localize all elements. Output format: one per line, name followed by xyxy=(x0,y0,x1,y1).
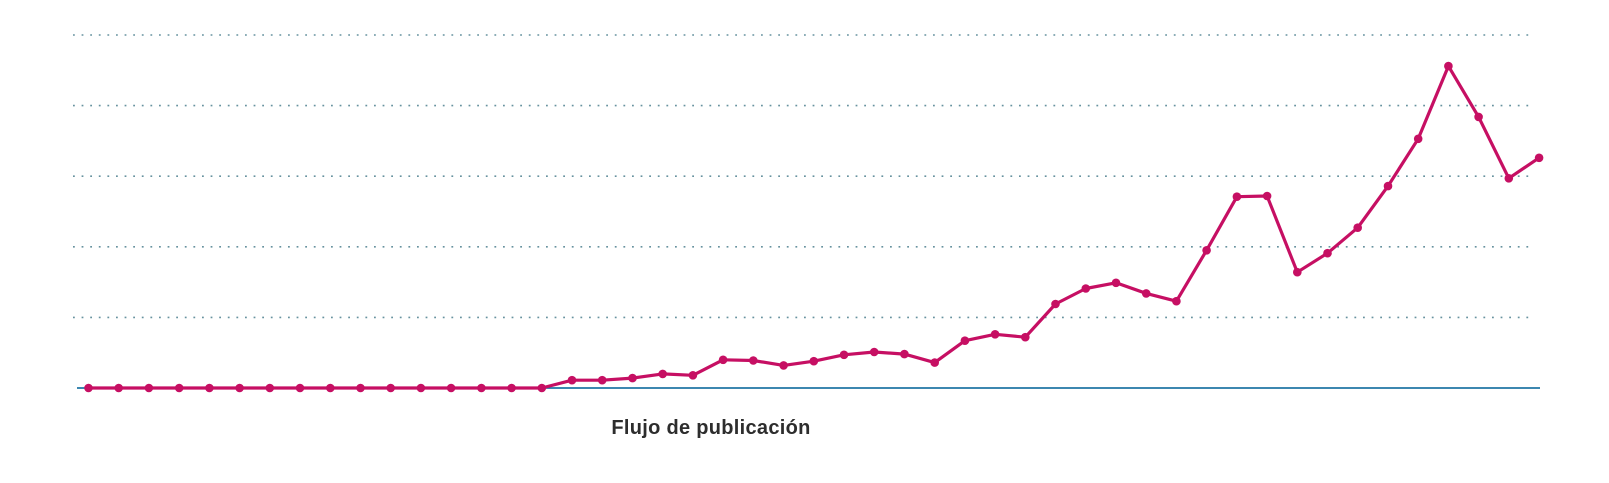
data-point[interactable] xyxy=(1413,134,1423,144)
gridlines-group xyxy=(73,34,1533,319)
data-point[interactable] xyxy=(779,361,788,370)
data-point[interactable] xyxy=(1172,296,1181,306)
data-point[interactable] xyxy=(326,383,335,393)
data-point[interactable] xyxy=(567,375,577,385)
data-point[interactable] xyxy=(688,371,698,380)
data-point[interactable] xyxy=(869,347,879,357)
data-point[interactable] xyxy=(144,383,154,393)
data-point[interactable] xyxy=(416,383,426,393)
data-point[interactable] xyxy=(930,358,939,367)
data-point[interactable] xyxy=(1202,246,1211,255)
data-point[interactable] xyxy=(628,373,637,383)
data-point[interactable] xyxy=(1293,267,1302,277)
data-point[interactable] xyxy=(718,355,728,365)
data-point[interactable] xyxy=(1232,192,1242,201)
data-point[interactable] xyxy=(84,383,93,393)
series-group xyxy=(84,61,1544,393)
data-point[interactable] xyxy=(205,383,214,393)
data-point[interactable] xyxy=(295,383,305,393)
data-point[interactable] xyxy=(1323,248,1332,258)
data-point[interactable] xyxy=(446,383,456,393)
data-point[interactable] xyxy=(960,336,970,346)
data-point[interactable] xyxy=(477,383,486,393)
data-point[interactable] xyxy=(1021,332,1030,342)
data-point[interactable] xyxy=(174,383,184,393)
data-point[interactable] xyxy=(114,383,123,393)
data-point[interactable] xyxy=(990,330,1000,339)
data-point[interactable] xyxy=(265,383,275,393)
data-point[interactable] xyxy=(386,383,396,393)
data-point[interactable] xyxy=(1534,153,1544,163)
x-axis-label: Flujo de publicación xyxy=(611,417,811,439)
series-line xyxy=(86,64,1541,390)
data-point[interactable] xyxy=(1504,174,1514,183)
data-point[interactable] xyxy=(809,356,819,366)
data-point[interactable] xyxy=(1051,299,1060,309)
data-point[interactable] xyxy=(537,383,547,393)
data-point[interactable] xyxy=(749,356,758,365)
data-point[interactable] xyxy=(658,369,667,379)
data-point[interactable] xyxy=(235,383,244,393)
data-point[interactable] xyxy=(356,383,365,393)
data-point[interactable] xyxy=(1353,223,1362,232)
data-point[interactable] xyxy=(1474,112,1483,122)
data-point[interactable] xyxy=(1111,278,1121,288)
data-point[interactable] xyxy=(1383,181,1393,191)
data-point[interactable] xyxy=(839,350,849,360)
data-point[interactable] xyxy=(1444,61,1453,71)
data-point[interactable] xyxy=(507,383,516,393)
data-point[interactable] xyxy=(1081,284,1091,293)
data-point[interactable] xyxy=(900,349,909,359)
data-point[interactable] xyxy=(1141,289,1151,298)
data-point[interactable] xyxy=(1262,191,1272,201)
data-point[interactable] xyxy=(597,375,607,385)
